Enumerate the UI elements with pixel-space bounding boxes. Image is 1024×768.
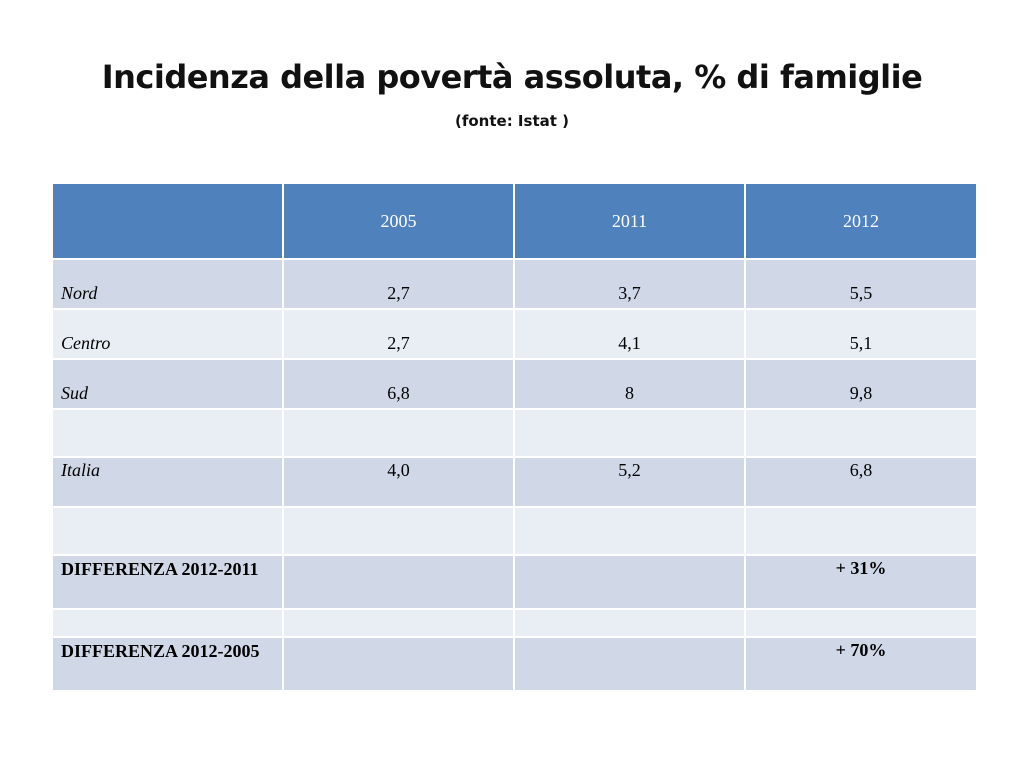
header-cell-empty [51, 182, 284, 260]
table-row-centro: Centro 2,7 4,1 5,1 [51, 308, 978, 360]
table-row-italia: Italia 4,0 5,2 6,8 [51, 456, 978, 508]
table-row-nord: Nord 2,7 3,7 5,5 [51, 258, 978, 310]
slide-title: Incidenza della povertà assoluta, % di f… [101, 58, 923, 96]
cell-2012: + 31% [744, 554, 978, 610]
poverty-table: 2005 2011 2012 Nord 2,7 3,7 5,5 Centro 2… [51, 182, 978, 692]
slide-subtitle: (fonte: Istat ) [455, 112, 569, 130]
cell-2012: + 70% [744, 636, 978, 692]
row-label: Nord [51, 258, 284, 310]
cell-2005 [282, 506, 515, 556]
row-label: Italia [51, 456, 284, 508]
cell-2011: 8 [513, 358, 746, 410]
cell-2011 [513, 636, 746, 692]
cell-2011: 4,1 [513, 308, 746, 360]
cell-2005 [282, 554, 515, 610]
row-label: Centro [51, 308, 284, 360]
row-label [51, 608, 284, 638]
cell-2011: 5,2 [513, 456, 746, 508]
row-label [51, 506, 284, 556]
cell-2011 [513, 506, 746, 556]
cell-2011 [513, 554, 746, 610]
cell-2012: 5,1 [744, 308, 978, 360]
cell-2011: 3,7 [513, 258, 746, 310]
cell-2011 [513, 608, 746, 638]
cell-2012 [744, 608, 978, 638]
header-cell-2005: 2005 [282, 182, 515, 260]
cell-2005: 4,0 [282, 456, 515, 508]
cell-2005 [282, 608, 515, 638]
cell-2012: 6,8 [744, 456, 978, 508]
row-label [51, 408, 284, 458]
cell-2012: 5,5 [744, 258, 978, 310]
cell-2005 [282, 636, 515, 692]
cell-2005: 6,8 [282, 358, 515, 410]
header-cell-2012: 2012 [744, 182, 978, 260]
table-row-sud: Sud 6,8 8 9,8 [51, 358, 978, 410]
table-row-empty [51, 408, 978, 458]
row-label: DIFFERENZA 2012-2011 [51, 554, 284, 610]
cell-2012 [744, 506, 978, 556]
table-row-diff-2012-2005: DIFFERENZA 2012-2005 + 70% [51, 636, 978, 692]
table-row-diff-2012-2011: DIFFERENZA 2012-2011 + 31% [51, 554, 978, 610]
cell-2005: 2,7 [282, 308, 515, 360]
table-row-empty [51, 506, 978, 556]
cell-2005: 2,7 [282, 258, 515, 310]
row-label: Sud [51, 358, 284, 410]
cell-2012: 9,8 [744, 358, 978, 410]
header-cell-2011: 2011 [513, 182, 746, 260]
row-label: DIFFERENZA 2012-2005 [51, 636, 284, 692]
cell-2005 [282, 408, 515, 458]
table-header-row: 2005 2011 2012 [51, 182, 978, 260]
cell-2011 [513, 408, 746, 458]
cell-2012 [744, 408, 978, 458]
table-row-empty [51, 608, 978, 638]
